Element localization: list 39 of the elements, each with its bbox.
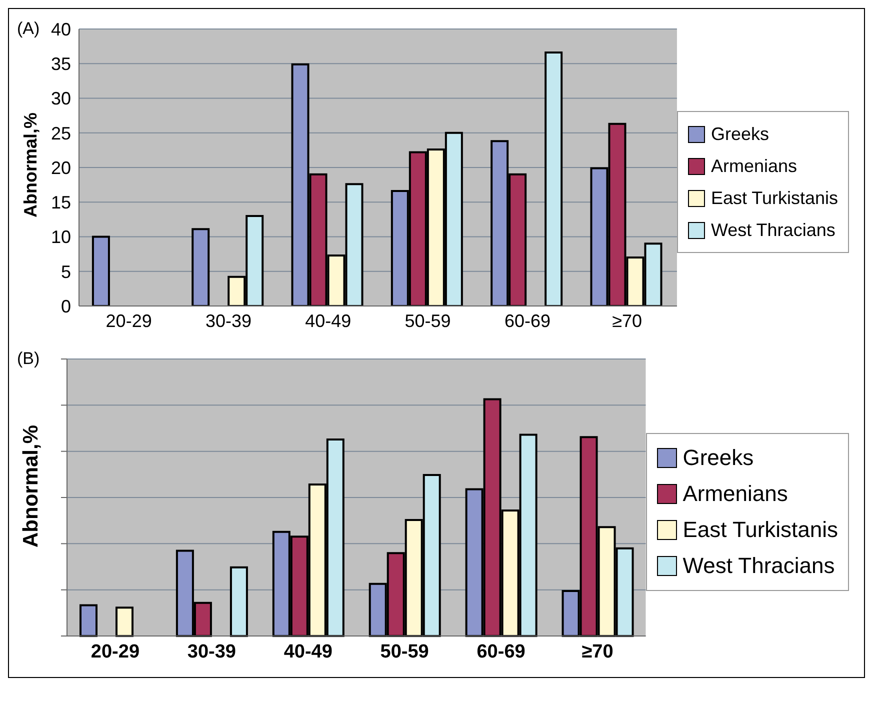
x-tick-label: 50-59 [404, 310, 451, 331]
legend-label: Greeks [682, 444, 754, 472]
y-tick-label: 25 [50, 123, 71, 144]
x-tick-label: 60-69 [504, 310, 550, 331]
legend-label: East Turkistanis [710, 187, 838, 210]
legend-label: East Turkistanis [682, 516, 838, 544]
bar [230, 566, 248, 637]
bar [192, 228, 210, 306]
y-tick-label: 10 [50, 227, 71, 248]
x-tick-label: ≥70 [612, 310, 642, 331]
y-tick-label: 30 [50, 88, 71, 109]
y-tick-label: 5 [60, 262, 71, 282]
y-tick-label: 35 [50, 54, 71, 74]
y-tick-label: 20 [50, 158, 71, 178]
chart-title: (A) [17, 19, 40, 39]
y-tick-label: 0 [60, 296, 71, 316]
bar [116, 606, 134, 637]
y-tick-label: 15 [50, 192, 71, 213]
x-tick-label: 20-29 [90, 641, 140, 662]
x-tick-label: 30-39 [187, 641, 236, 662]
x-tick-label: 60-69 [476, 641, 526, 662]
x-tick-label: 40-49 [284, 641, 332, 662]
x-tick-label: 40-49 [305, 310, 352, 331]
chart-title: (B) [17, 349, 40, 369]
legend-label: Greeks [710, 123, 769, 146]
y-tick-label: 40 [50, 19, 71, 40]
y-axis-title: Abnormal,% [20, 112, 40, 218]
x-tick-label: 50-59 [380, 641, 429, 662]
x-tick-label: ≥70 [582, 641, 614, 662]
x-tick-label: 20-29 [106, 310, 152, 331]
bar [80, 604, 98, 637]
legend-label: West Thracians [682, 552, 835, 580]
y-axis-title: Abnormal,% [19, 424, 42, 548]
bar [544, 52, 563, 306]
legend-label: West Thracians [710, 219, 836, 242]
legend-label: Armenians [682, 480, 788, 508]
x-tick-label: 30-39 [205, 310, 252, 331]
bar [92, 236, 110, 306]
legend-label: Armenians [710, 155, 797, 178]
